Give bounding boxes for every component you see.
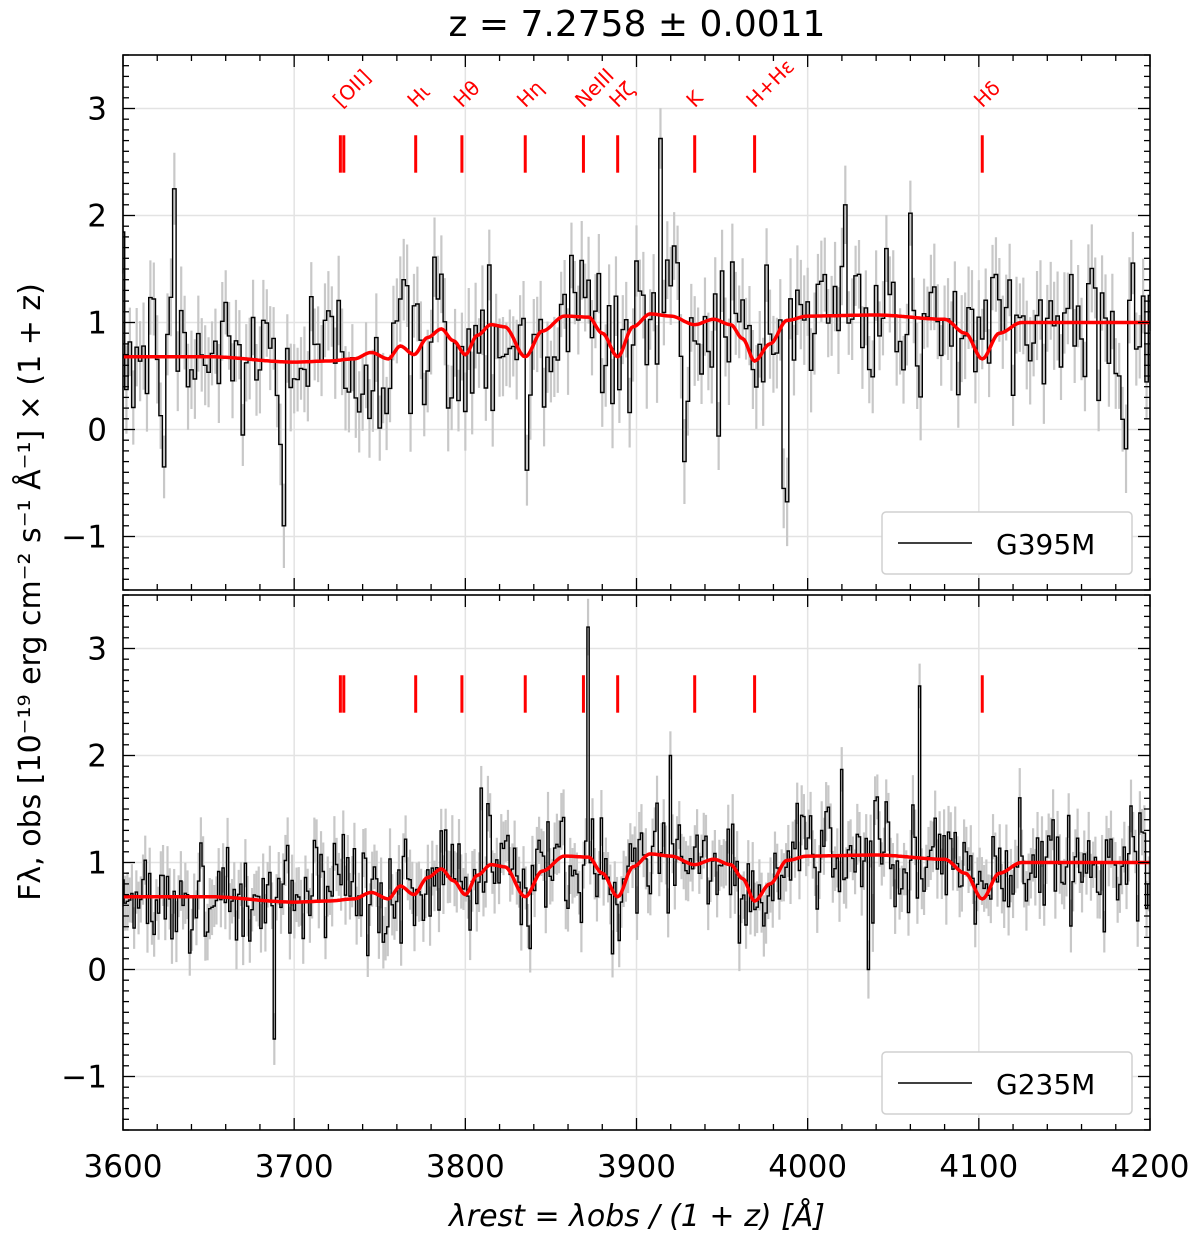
line-label: Hδ (969, 76, 1005, 112)
y-tick-label: 1 (87, 306, 107, 342)
legend-label: G235M (996, 1068, 1095, 1101)
line-markers (338, 135, 984, 173)
line-label: Hη (512, 75, 549, 112)
line-label: Hι (402, 79, 435, 112)
x-tick-labels: 3600 3700 3800 3900 4000 4100 4200 (84, 1149, 1190, 1185)
chart-title: z = 7.2758 ± 0.0011 (449, 4, 826, 45)
y-axis-label: Fλ, obs [10⁻¹⁹ erg cm⁻² s⁻¹ Å⁻¹] × (1 + … (12, 283, 48, 901)
axis-ticks: −1 0 1 2 3 (61, 54, 1151, 591)
y-tick-label: 3 (87, 92, 107, 128)
legend-label: G395M (996, 528, 1095, 561)
y-tick-label: 2 (87, 199, 107, 235)
spectrum-g395m (123, 137, 1150, 527)
y-tick-label: 0 (87, 953, 107, 989)
x-tick-label: 4200 (1111, 1149, 1190, 1185)
model-fit-line (123, 852, 1150, 904)
x-tick-label: 4000 (768, 1149, 847, 1185)
x-axis-label: λrest = λobs / (1 + z) [Å] (447, 1198, 825, 1234)
legend-g395m: G395M (881, 511, 1133, 575)
x-tick-label: 3700 (255, 1149, 334, 1185)
grid (123, 55, 1150, 590)
y-tick-label: −1 (61, 1060, 107, 1096)
y-tick-label: 3 (87, 632, 107, 668)
spectrum-g235m (123, 626, 1150, 1040)
legend-box (881, 511, 1133, 575)
y-tick-label: 1 (87, 846, 107, 882)
line-label: H+Hε (741, 54, 799, 112)
panel-g235m: −1 0 1 2 3 G235M (61, 594, 1151, 1131)
model-fit-line (123, 312, 1150, 364)
y-tick-label: 0 (87, 413, 107, 449)
y-tick-label: −1 (61, 520, 107, 556)
line-label: Hθ (448, 76, 484, 112)
x-tick-label: 3900 (597, 1149, 676, 1185)
line-label: [OII] (328, 65, 375, 112)
axis-ticks: −1 0 1 2 3 (61, 594, 1151, 1131)
x-tick-label: 3800 (426, 1149, 505, 1185)
x-tick-label: 4100 (939, 1149, 1018, 1185)
x-tick-label: 3600 (84, 1149, 163, 1185)
y-tick-label: 2 (87, 739, 107, 775)
legend-g235m: G235M (881, 1051, 1133, 1115)
legend-box (881, 1051, 1133, 1115)
line-markers (338, 675, 984, 713)
